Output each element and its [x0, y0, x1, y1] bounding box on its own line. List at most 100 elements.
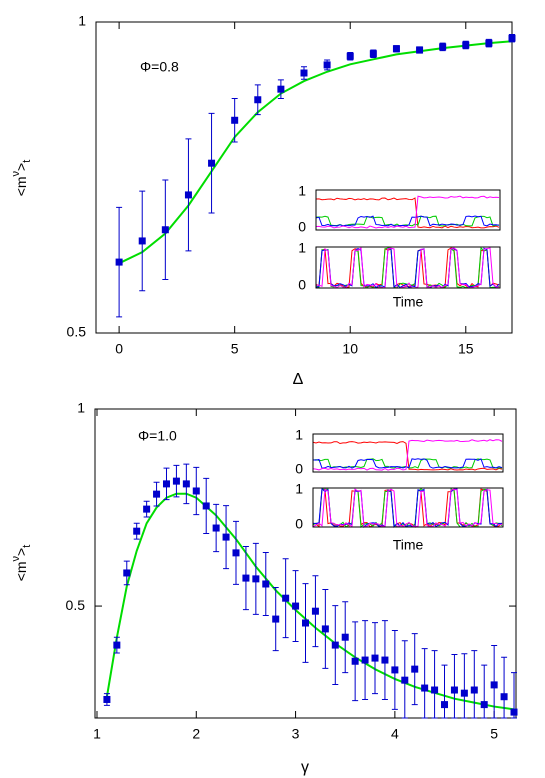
data-point	[208, 159, 216, 167]
data-point	[113, 641, 121, 649]
data-point	[411, 665, 419, 673]
inset: 1 0 1 0 Time	[287, 426, 507, 554]
data-point	[341, 633, 349, 641]
y-label-part: <m	[13, 561, 29, 581]
data-point	[252, 575, 260, 583]
inset-frame	[312, 487, 504, 528]
y-axis-label: <mν>t	[10, 160, 33, 197]
error-bar	[421, 648, 428, 719]
inset-trace	[312, 439, 503, 471]
data-point	[480, 701, 488, 709]
data-point	[282, 594, 290, 602]
data-point	[361, 656, 369, 664]
y-label-part: ν	[10, 555, 22, 561]
y-tick-label: 0.5	[67, 324, 87, 340]
data-point	[262, 580, 270, 588]
y-label-part: <m	[13, 176, 29, 196]
y-axis-label: <mν>t	[10, 545, 33, 582]
data-point	[184, 191, 192, 199]
inset-tick-label: 0	[298, 219, 306, 235]
inset-frame	[315, 246, 501, 289]
x-tick-label: 5	[490, 726, 498, 742]
inset-tick-label: 1	[295, 481, 303, 497]
inset-tick-label: 0	[295, 461, 303, 477]
data-point	[138, 237, 146, 245]
chart: 1 2 3 4 5 0.5 1 Φ=1.0 γ <mν>t 1 0 1 0 Time	[10, 400, 518, 776]
x-tick-label: 2	[192, 726, 200, 742]
x-tick-label: 4	[391, 726, 399, 742]
x-tick-label: 3	[292, 726, 300, 742]
data-point	[232, 549, 240, 557]
data-point	[143, 505, 151, 513]
error-bar	[501, 656, 508, 719]
data-point	[369, 50, 377, 58]
data-point	[202, 502, 210, 510]
data-point	[470, 686, 478, 694]
plot-frame	[94, 408, 517, 719]
inset-bg	[287, 426, 507, 554]
x-tick-label: 1	[93, 726, 101, 742]
x-tick-label: 15	[458, 341, 474, 357]
data-point	[346, 52, 354, 60]
y-label-part: >	[13, 163, 29, 171]
data-point	[161, 226, 169, 234]
data-point	[421, 684, 429, 692]
inset-tick-label: 0	[295, 516, 303, 532]
inset-trace	[315, 247, 500, 289]
data-point	[441, 701, 449, 709]
data-point	[510, 708, 518, 716]
data-point	[431, 686, 439, 694]
y-label-part: t	[21, 545, 33, 548]
data-point	[212, 524, 220, 532]
data-point	[272, 615, 280, 623]
inset-tick-label: 0	[298, 277, 306, 293]
data-point	[182, 480, 190, 488]
data-point	[508, 34, 516, 42]
y-tick-label: 1	[78, 13, 86, 29]
data-point	[115, 258, 123, 266]
inset-trace	[312, 488, 503, 528]
y-label-part: ν	[10, 170, 22, 176]
data-point	[416, 46, 424, 54]
inset-x-label: Time	[393, 537, 424, 553]
inset: 1 0 1 0 Time	[290, 182, 504, 311]
data-point	[162, 480, 170, 488]
error-bar	[451, 654, 458, 719]
data-point	[311, 607, 319, 615]
data-point	[277, 85, 285, 93]
y-label-part: t	[21, 160, 33, 163]
error-bar	[461, 653, 468, 719]
data-point	[231, 116, 239, 124]
inset-trace	[315, 195, 500, 229]
data-point	[439, 43, 447, 51]
data-point	[462, 41, 470, 49]
data-point	[153, 490, 161, 498]
x-tick-label: 10	[342, 341, 358, 357]
data-point	[460, 689, 468, 697]
data-point	[302, 619, 309, 627]
data-point	[254, 96, 262, 104]
data-point	[323, 61, 331, 69]
data-point	[172, 477, 180, 485]
y-label-part: >	[13, 548, 29, 556]
data-point	[222, 533, 230, 541]
data-point	[391, 666, 399, 674]
inset-trace	[315, 215, 500, 227]
x-axis-label: γ	[301, 759, 309, 776]
data-point	[331, 641, 339, 649]
data-point	[485, 39, 493, 47]
y-tick-label: 0.5	[66, 597, 86, 613]
inset-trace	[312, 458, 503, 469]
inset-trace	[315, 247, 500, 289]
data-point	[381, 656, 389, 664]
inset-tick-label: 1	[295, 427, 303, 443]
inset-frame	[315, 189, 501, 231]
plot-frame	[95, 21, 513, 334]
data-point	[242, 574, 250, 582]
data-point	[450, 686, 458, 694]
fit-line	[118, 40, 513, 265]
inset-tick-label: 1	[298, 240, 306, 256]
data-point	[103, 695, 111, 703]
